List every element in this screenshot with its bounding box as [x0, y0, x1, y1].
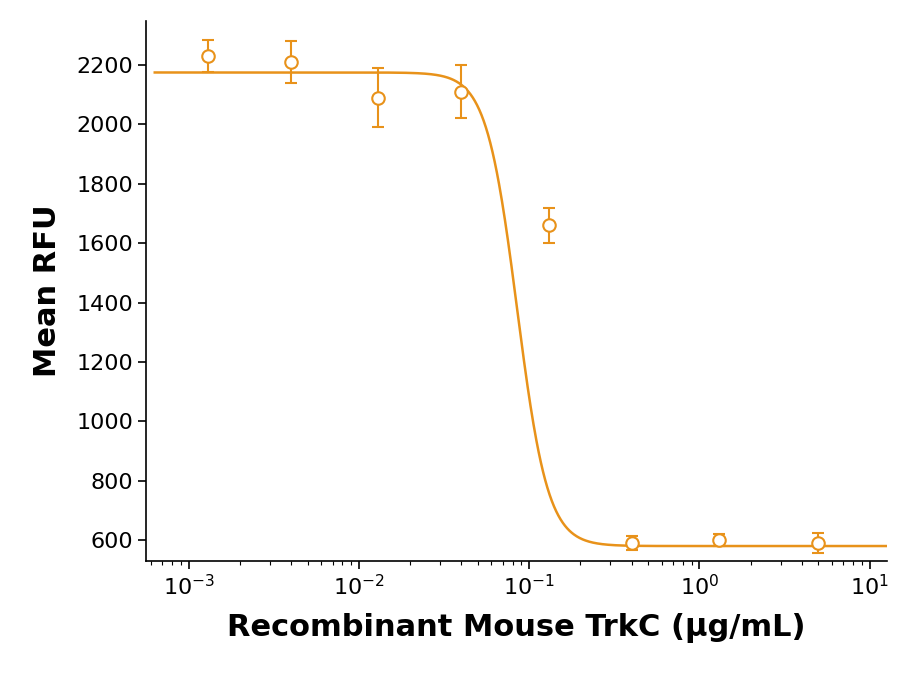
X-axis label: Recombinant Mouse TrkC (μg/mL): Recombinant Mouse TrkC (μg/mL)	[228, 613, 805, 643]
Y-axis label: Mean RFU: Mean RFU	[33, 205, 62, 377]
